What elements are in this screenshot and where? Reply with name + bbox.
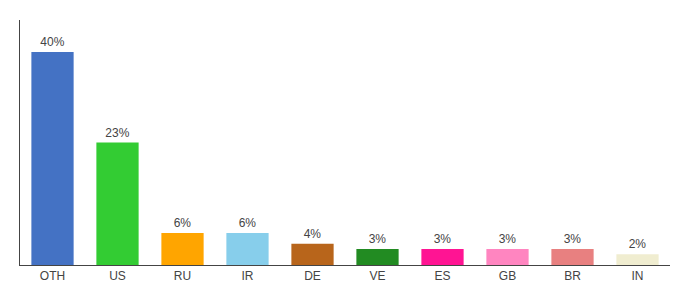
svg-text:GB: GB [499,269,516,283]
svg-text:23%: 23% [105,126,129,140]
svg-text:RU: RU [174,269,191,283]
svg-text:2%: 2% [629,237,647,251]
svg-text:4%: 4% [304,227,322,241]
svg-text:US: US [109,269,126,283]
svg-text:40%: 40% [40,35,64,49]
svg-text:3%: 3% [369,232,387,246]
svg-text:6%: 6% [239,216,257,230]
svg-text:IR: IR [242,269,254,283]
svg-text:3%: 3% [434,232,452,246]
svg-text:3%: 3% [564,232,582,246]
svg-text:IN: IN [632,269,644,283]
svg-text:ES: ES [434,269,450,283]
svg-text:3%: 3% [499,232,517,246]
svg-text:VE: VE [369,269,385,283]
svg-text:OTH: OTH [40,269,65,283]
svg-text:DE: DE [304,269,321,283]
svg-text:BR: BR [564,269,581,283]
svg-text:6%: 6% [174,216,192,230]
